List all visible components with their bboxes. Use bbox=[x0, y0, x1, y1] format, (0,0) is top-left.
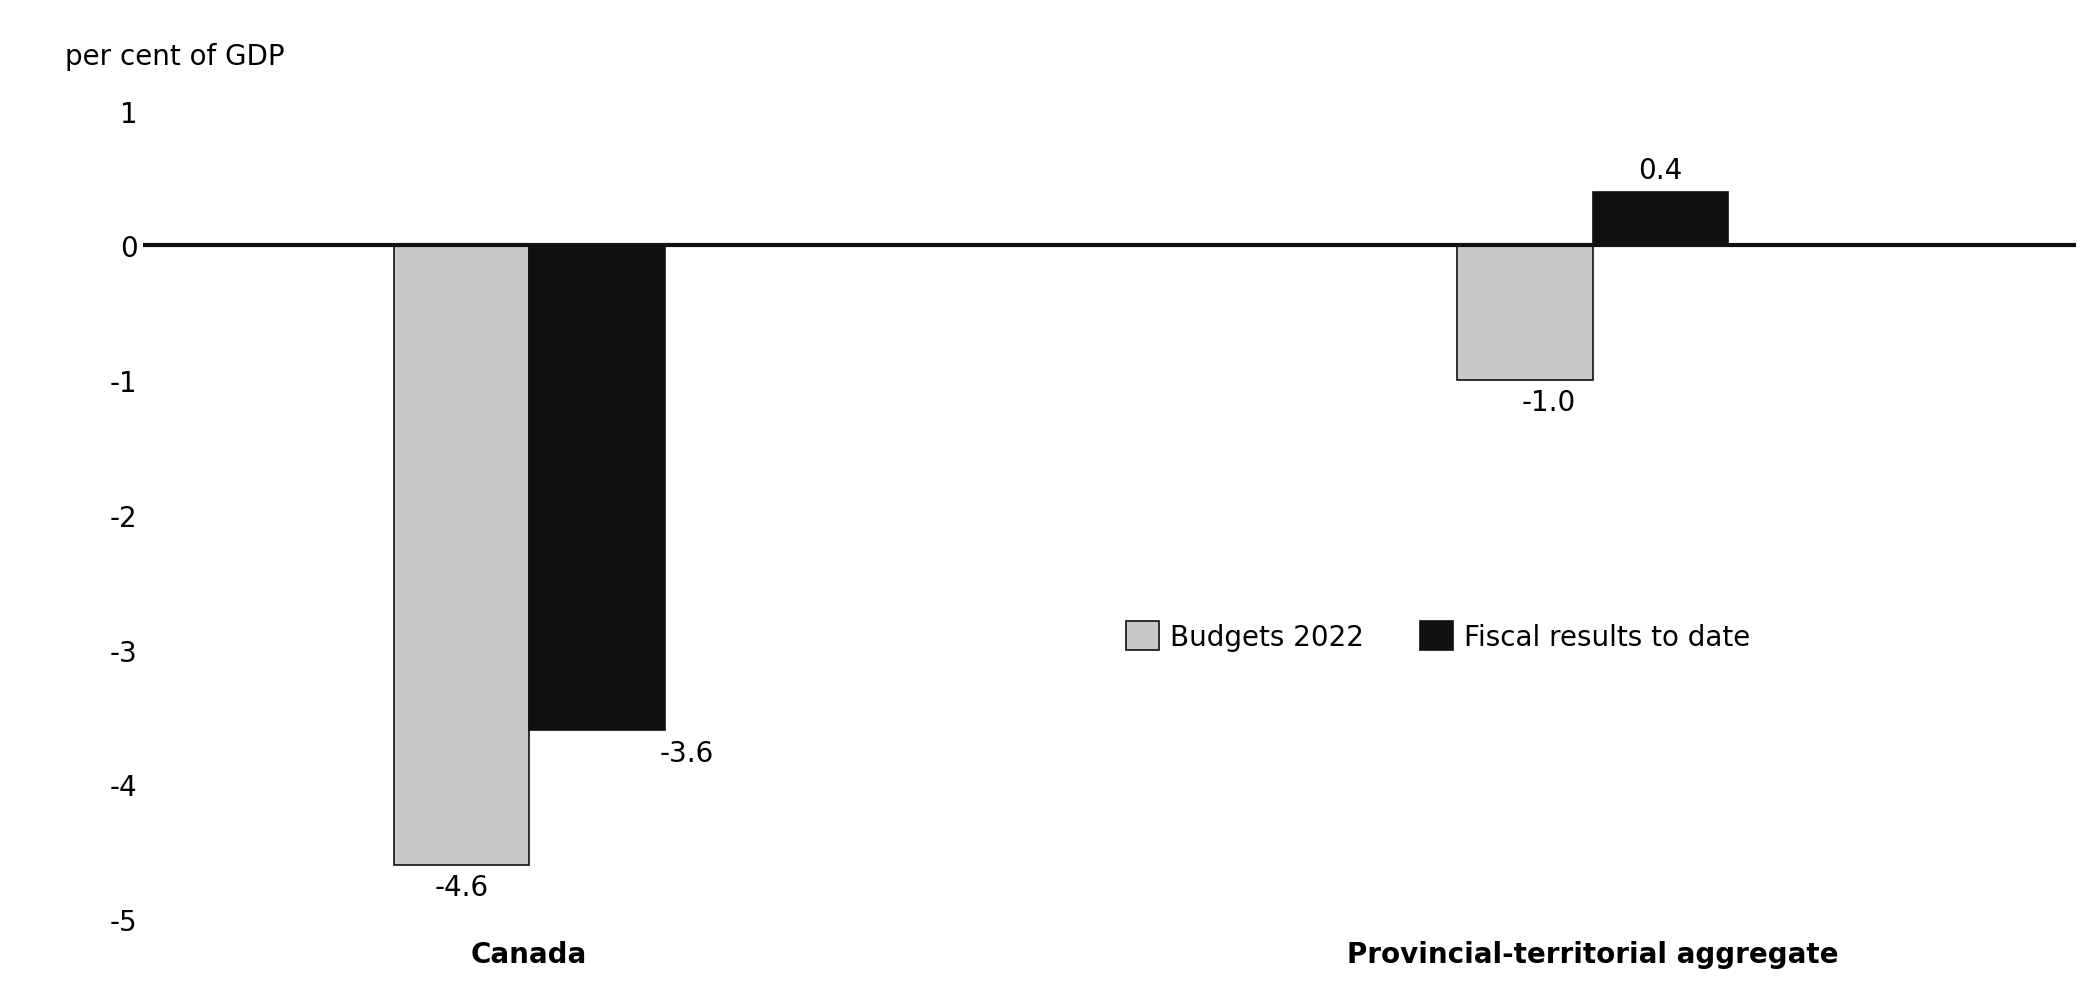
Bar bbox=[529, 247, 665, 731]
Bar bbox=[393, 247, 529, 866]
Text: 0.4: 0.4 bbox=[1637, 156, 1683, 185]
Bar bbox=[1593, 193, 1727, 247]
Text: -4.6: -4.6 bbox=[435, 874, 489, 902]
Bar bbox=[1457, 247, 1593, 381]
Text: per cent of GDP: per cent of GDP bbox=[65, 43, 284, 71]
Text: -1.0: -1.0 bbox=[1522, 389, 1577, 417]
Text: -3.6: -3.6 bbox=[661, 739, 713, 767]
Legend: Budgets 2022, Fiscal results to date: Budgets 2022, Fiscal results to date bbox=[1125, 622, 1750, 651]
